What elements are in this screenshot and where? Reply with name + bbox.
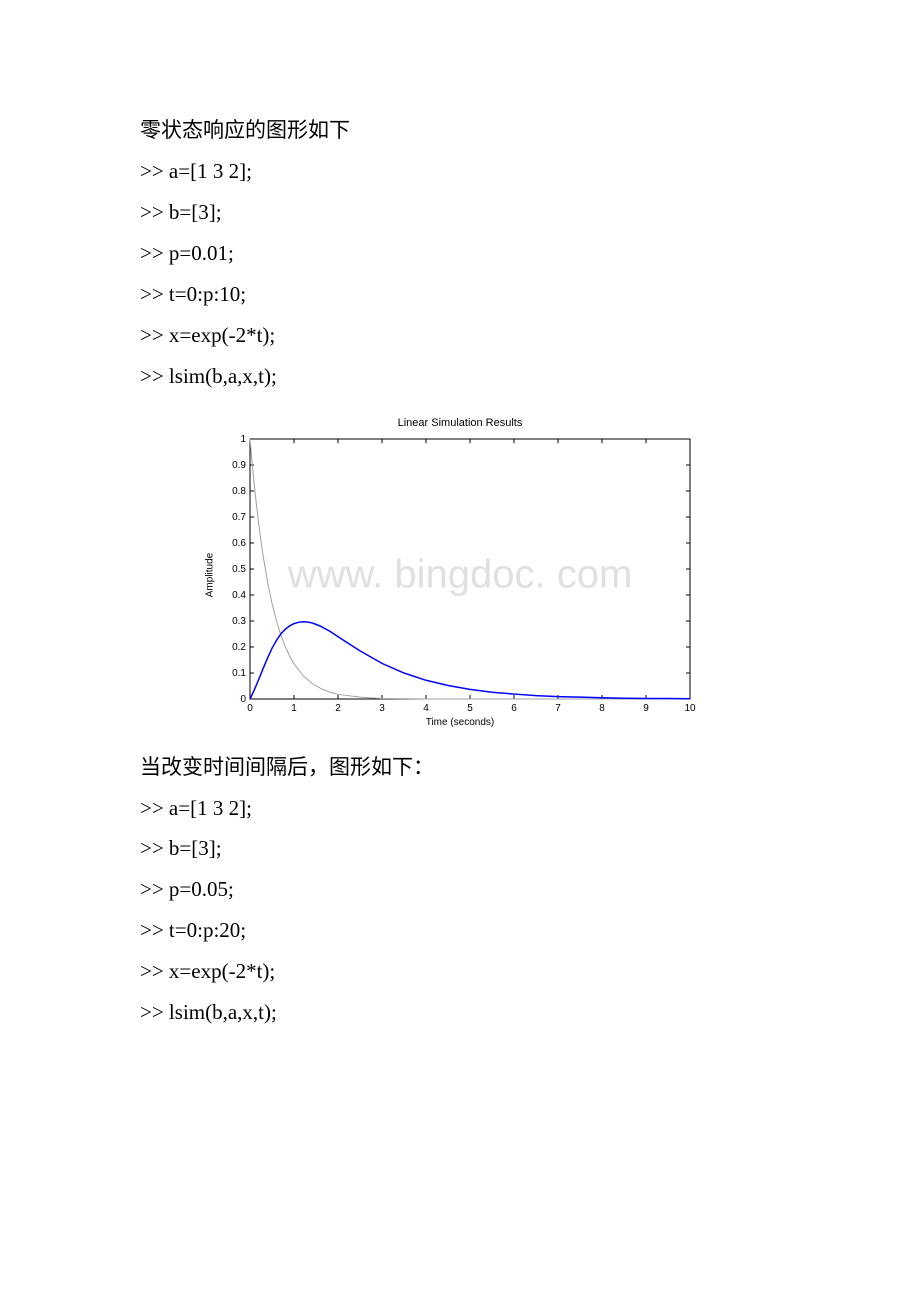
svg-text:0.6: 0.6: [232, 538, 246, 549]
code-line: >> p=0.01;: [140, 233, 780, 274]
svg-text:0: 0: [247, 703, 253, 714]
code-line: >> t=0:p:10;: [140, 274, 780, 315]
code-line: >> t=0:p:20;: [140, 910, 780, 951]
code-line: >> p=0.05;: [140, 869, 780, 910]
svg-text:0.5: 0.5: [232, 564, 246, 575]
code-line: >> lsim(b,a,x,t);: [140, 992, 780, 1033]
y-axis-label: Amplitude: [205, 552, 216, 596]
svg-text:0.4: 0.4: [232, 590, 246, 601]
code-line: >> x=exp(-2*t);: [140, 951, 780, 992]
svg-text:7: 7: [555, 703, 561, 714]
svg-text:1: 1: [240, 435, 246, 445]
svg-text:9: 9: [643, 703, 649, 714]
code-line: >> a=[1 3 2];: [140, 151, 780, 192]
svg-text:0.8: 0.8: [232, 486, 246, 497]
svg-text:0.1: 0.1: [232, 668, 246, 679]
svg-text:0.9: 0.9: [232, 460, 246, 471]
linear-sim-chart: Linear Simulation Results Amplitude 0123…: [210, 417, 710, 737]
chart-title: Linear Simulation Results: [210, 417, 710, 429]
section2-heading: 当改变时间间隔后，图形如下：: [140, 747, 780, 788]
chart-svg: 0 1 2 3 4 5 6 7 8 9 10 0 0.1 0.2 0.3 0.4 0.5 0.6 0.7 0.8 0.9…: [210, 435, 710, 715]
code-line: >> x=exp(-2*t);: [140, 315, 780, 356]
svg-text:5: 5: [467, 703, 473, 714]
svg-text:2: 2: [335, 703, 341, 714]
svg-text:0.7: 0.7: [232, 512, 246, 523]
svg-text:10: 10: [684, 703, 696, 714]
code-line: >> b=[3];: [140, 828, 780, 869]
section1-heading: 零状态响应的图形如下: [140, 110, 780, 151]
code-line: >> lsim(b,a,x,t);: [140, 356, 780, 397]
svg-text:1: 1: [291, 703, 297, 714]
svg-text:0.3: 0.3: [232, 616, 246, 627]
svg-text:0: 0: [240, 694, 246, 705]
svg-text:6: 6: [511, 703, 517, 714]
svg-text:0.2: 0.2: [232, 642, 246, 653]
x-axis-label: Time (seconds): [210, 717, 710, 728]
code-line: >> a=[1 3 2];: [140, 788, 780, 829]
svg-text:8: 8: [599, 703, 605, 714]
svg-text:3: 3: [379, 703, 385, 714]
code-line: >> b=[3];: [140, 192, 780, 233]
svg-text:4: 4: [423, 703, 429, 714]
